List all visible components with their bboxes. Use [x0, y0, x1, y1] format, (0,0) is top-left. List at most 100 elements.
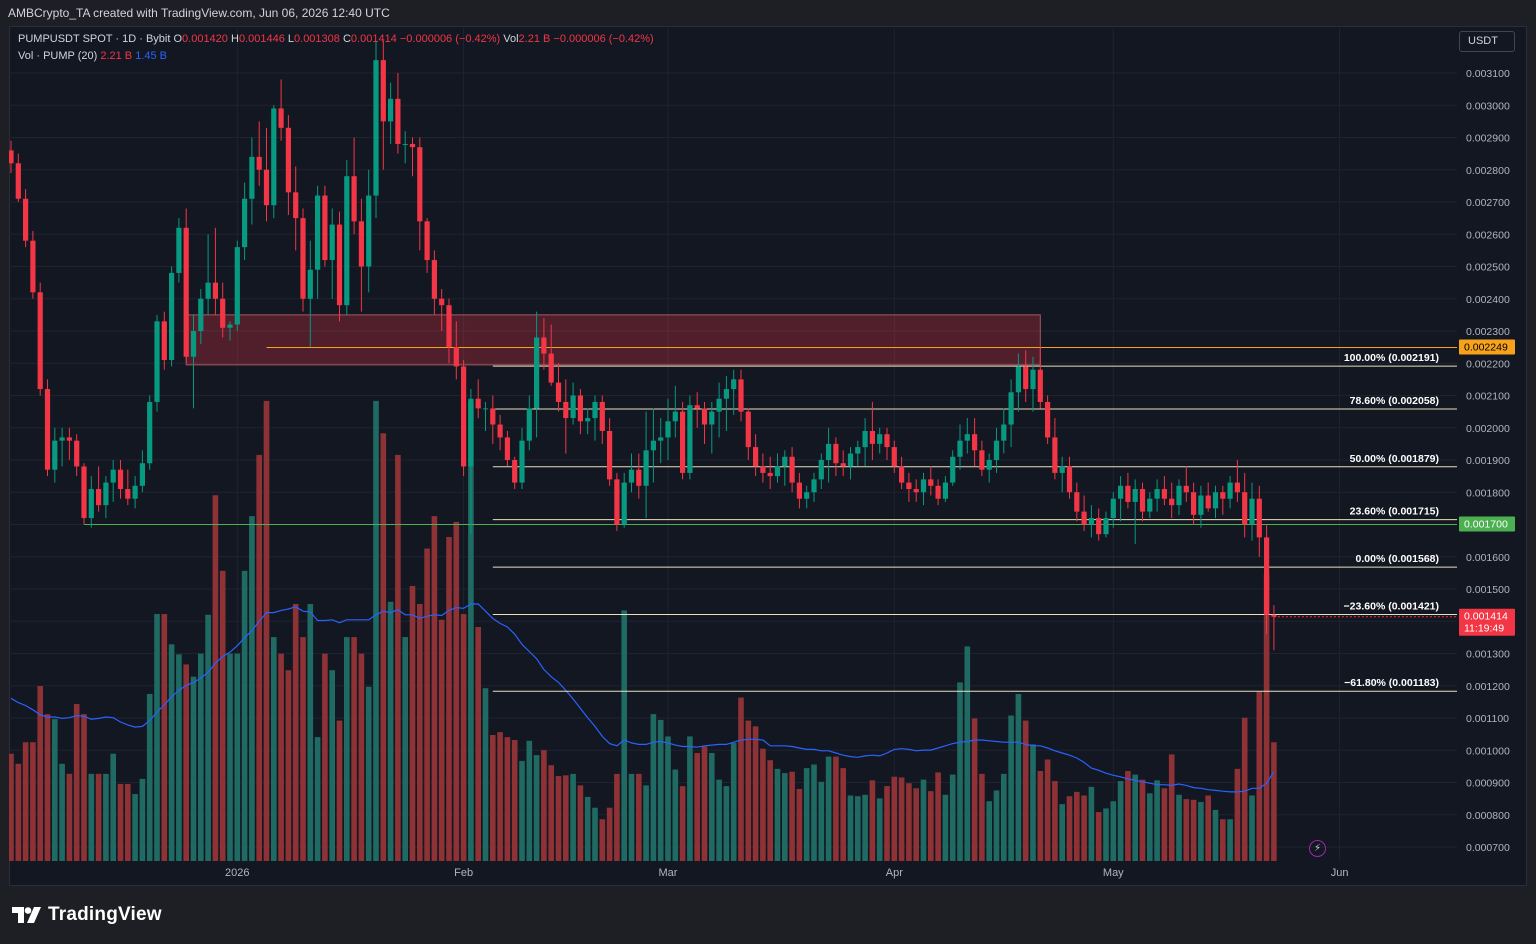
price-axis-tick-label: 0.002500 [1466, 262, 1510, 274]
volume-bar [1234, 768, 1241, 861]
volume-bar [117, 783, 124, 861]
candle-body [1066, 466, 1073, 493]
last-price-tag-label: 0.001414 [1464, 611, 1508, 623]
volume-bar [1139, 779, 1146, 861]
candle-body [1220, 492, 1226, 499]
candle-body [920, 479, 927, 493]
volume-bar [1161, 788, 1168, 861]
volume-bar [373, 400, 379, 861]
candle-body [840, 463, 846, 467]
volume-bar [1220, 819, 1226, 861]
candle-body [826, 443, 832, 460]
volume-bar [1125, 771, 1131, 861]
volume-bar [1241, 717, 1248, 861]
candle-body [44, 389, 51, 470]
volume-bar [1176, 794, 1182, 861]
volume-bar [796, 789, 803, 861]
symbol-legend[interactable]: PUMPUSDT SPOT · 1D · Bybit O0.001420 H0.… [18, 33, 654, 45]
volume-indicator-name: Vol · PUMP (20) [18, 50, 98, 62]
volume-bar [687, 736, 693, 861]
time-axis-label: Jun [1331, 867, 1349, 879]
price-axis-tick-label: 0.001600 [1466, 552, 1510, 564]
volume-bar [424, 548, 430, 861]
currency-unit-button[interactable]: USDT [1459, 31, 1515, 52]
candle-body [1227, 482, 1233, 499]
volume-bar [183, 664, 189, 861]
volume-bar [511, 740, 518, 861]
tradingview-wordmark: TradingView [48, 904, 162, 925]
volume-bar [336, 720, 343, 861]
candle-body [490, 408, 496, 425]
candle-body [139, 463, 145, 486]
volume-bar [212, 495, 219, 861]
price-chart[interactable]: 100.00% (0.002191) 78.60% (0.002058) 50.00… [9, 26, 1527, 886]
candle-body [110, 469, 116, 483]
candle-body [592, 401, 598, 419]
volume-bar [949, 774, 956, 861]
candle-body [979, 450, 985, 470]
candle-body [300, 218, 306, 299]
volume-bar [125, 783, 131, 861]
volume-bar [417, 603, 423, 861]
volume-bar [665, 736, 671, 861]
orange-level-tag-label: 0.002249 [1464, 341, 1508, 353]
volume-bar [88, 773, 95, 861]
candle-body [59, 437, 65, 441]
ohlc-high-value: 0.001446 [238, 33, 285, 45]
candle-body [1249, 498, 1255, 525]
volume-bar [584, 796, 591, 861]
candle-body [636, 469, 642, 486]
candle-body [731, 379, 737, 390]
candle-body [1256, 498, 1262, 538]
volume-bar [1037, 771, 1044, 861]
candle-body [774, 466, 781, 477]
candle-body [198, 298, 204, 331]
candle-body [256, 156, 262, 170]
volume-bar [438, 619, 445, 861]
volume-bar [15, 763, 22, 861]
candle-body [1271, 614, 1277, 617]
volume-bar [110, 753, 116, 861]
candle-body [249, 156, 255, 199]
volume-bar [840, 768, 846, 861]
candle-body [555, 382, 562, 402]
fib-level-label: 100.00% (0.002191) [1344, 352, 1439, 364]
volume-bar [344, 637, 350, 861]
volume-bar [1008, 715, 1014, 861]
candle-body [1154, 489, 1160, 499]
volume-bar [314, 737, 321, 861]
volume-bar [1044, 759, 1051, 861]
candle-body [607, 430, 613, 480]
volume-bar [161, 614, 168, 861]
candle-body [74, 440, 80, 467]
volume-legend[interactable]: Vol · PUMP (20) 2.21 B 1.45 B [18, 50, 167, 62]
price-axis-tick-label: 0.002700 [1466, 197, 1510, 209]
volume-bar [577, 785, 584, 861]
price-axis-tick-label: 0.002400 [1466, 294, 1510, 306]
volume-bar [928, 791, 934, 861]
candle-body [263, 169, 270, 206]
volume-bar [964, 646, 971, 861]
volume-bar [906, 783, 912, 861]
volume-bar [387, 601, 394, 861]
volume-bar [1052, 781, 1058, 861]
volume-bar [1022, 720, 1029, 861]
symbol-name: PUMPUSDT SPOT · 1D · Bybit [18, 33, 171, 45]
volume-bar [271, 637, 277, 861]
candle-body [315, 195, 321, 270]
candle-body [621, 482, 627, 525]
candle-body [913, 489, 919, 493]
candle-body [461, 366, 467, 467]
volume-bar [1074, 791, 1080, 861]
last-price-tag-box [1459, 608, 1515, 636]
lightning-icon[interactable]: ⚡ [1309, 840, 1326, 857]
candle-body [307, 269, 313, 299]
volume-ma-value: 1.45 B [135, 50, 168, 62]
volume-bar [1088, 786, 1095, 861]
candle-body [884, 434, 890, 448]
candle-body [1191, 492, 1197, 515]
candle-body [329, 224, 335, 261]
price-axis-tick-label: 0.001900 [1466, 455, 1510, 467]
candle-body [351, 176, 357, 222]
price-axis-tick-label: 0.002200 [1466, 358, 1510, 370]
